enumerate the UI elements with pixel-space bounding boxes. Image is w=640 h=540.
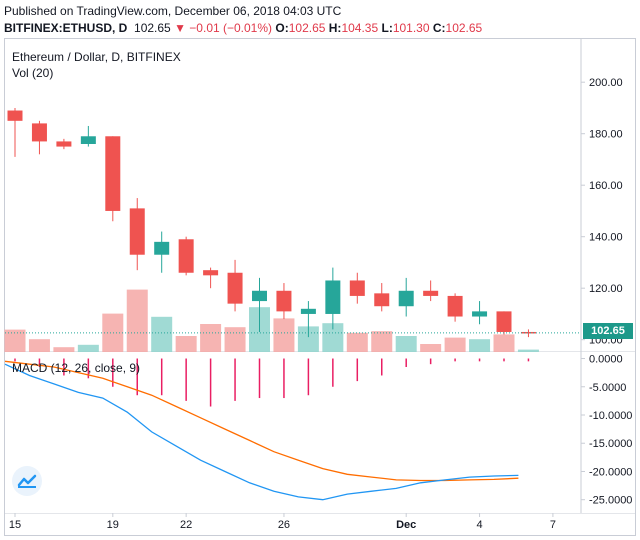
candle-body	[276, 290, 292, 312]
candle-body	[496, 311, 512, 332]
volume-bar	[102, 313, 124, 352]
candle-body	[349, 280, 365, 296]
tradingview-logo-icon[interactable]	[12, 466, 42, 496]
volume-bar	[493, 334, 515, 352]
change-arrow-icon: ▼	[174, 21, 186, 35]
candle-body	[398, 290, 414, 307]
candle-body	[154, 241, 170, 255]
candle-body	[423, 290, 439, 296]
candle-body	[129, 208, 145, 255]
candle-body	[178, 239, 194, 273]
ohlc-close-label: C:	[432, 21, 446, 35]
macd-label: MACD (12, 26, close, 9)	[12, 361, 141, 375]
price-tick-label: 140.00	[589, 232, 623, 244]
volume-bar	[420, 344, 442, 352]
volume-bar	[224, 327, 246, 352]
candle-body	[325, 280, 341, 314]
price-tick-label: 200.00	[589, 77, 623, 89]
macd-tick-label: -20.0000	[589, 466, 632, 478]
volume-bar	[395, 336, 417, 352]
macd-tick-label: 0.0000	[589, 354, 623, 366]
time-tick-label: 4	[476, 519, 482, 531]
ohlc-low-value: 101.30	[392, 21, 430, 35]
volume-bar	[126, 289, 148, 352]
macd-line	[4, 363, 519, 501]
candle-body	[105, 136, 121, 211]
published-line: Published on TradingView.com, December 0…	[4, 4, 342, 18]
signal-line	[4, 360, 519, 482]
volume-bar	[517, 349, 539, 352]
volume-bar	[322, 323, 344, 352]
volume-bar	[4, 329, 26, 352]
ohlc-high-value: 104.35	[341, 21, 379, 35]
ohlc-open-value: 102.65	[288, 21, 326, 35]
chart-title: Ethereum / Dollar, D, BITFINEX	[12, 50, 181, 64]
volume-bar	[469, 339, 491, 352]
candle-body	[447, 295, 463, 317]
time-tick-label: 19	[107, 519, 119, 531]
price-change: −0.01 (−0.01%)	[189, 21, 273, 35]
volume-bar	[151, 316, 173, 352]
volume-bar	[200, 324, 222, 352]
candle-body	[472, 311, 488, 317]
last-price: 102.65	[134, 21, 171, 35]
candle-body	[227, 272, 243, 304]
price-tick-label: 160.00	[589, 180, 623, 192]
candle-body	[252, 290, 267, 302]
time-tick-label: 26	[278, 519, 290, 531]
macd-tick-label: -5.0000	[589, 382, 626, 394]
macd-tick-label: -10.0000	[589, 410, 632, 422]
candle-body	[56, 141, 72, 147]
volume-bar	[53, 347, 75, 352]
candle-body	[31, 123, 47, 142]
volume-bar	[444, 337, 466, 352]
candle-body	[520, 331, 536, 334]
symbol-name: BITFINEX:ETHUSD, D	[4, 21, 128, 35]
time-tick-label: 15	[9, 519, 21, 531]
time-tick-label: 22	[180, 519, 192, 531]
ohlc-close-value: 102.65	[445, 21, 483, 35]
volume-bar	[371, 331, 393, 352]
macd-pane[interactable]: 0.0000 -5.0000 -10.0000 -15.0000 -20.0000 -25…	[0, 352, 640, 513]
candle-body	[80, 136, 96, 144]
macd-tick-label: -25.0000	[589, 495, 632, 507]
ohlc-open-label: O:	[275, 21, 289, 35]
candle-body	[374, 293, 390, 307]
volume-bar	[273, 318, 295, 352]
ohlc-high-label: H:	[328, 21, 342, 35]
symbol-line: BITFINEX:ETHUSD, D 102.65 ▼ −0.01 (−0.01…	[4, 21, 482, 35]
last-price-tag: 102.65	[583, 323, 633, 339]
candle-body	[300, 308, 316, 314]
volume-bar	[77, 344, 99, 352]
price-tick-label: 180.00	[589, 129, 623, 141]
candle-body	[203, 270, 219, 276]
price-tick-label: 120.00	[589, 283, 623, 295]
volume-bar	[28, 339, 50, 352]
volume-bar	[297, 326, 319, 352]
volume-label: Vol (20)	[12, 66, 54, 80]
time-axis: 15 19 22 26 Dec 4 7	[5, 513, 635, 531]
candle-body	[7, 110, 23, 121]
volume-bar	[175, 336, 197, 352]
time-tick-label: Dec	[396, 519, 416, 531]
chart-frame	[4, 38, 636, 536]
volume-bar	[346, 332, 368, 352]
ohlc-low-label: L:	[381, 21, 393, 35]
time-tick-label: 7	[550, 519, 556, 531]
macd-tick-label: -15.0000	[589, 438, 632, 450]
